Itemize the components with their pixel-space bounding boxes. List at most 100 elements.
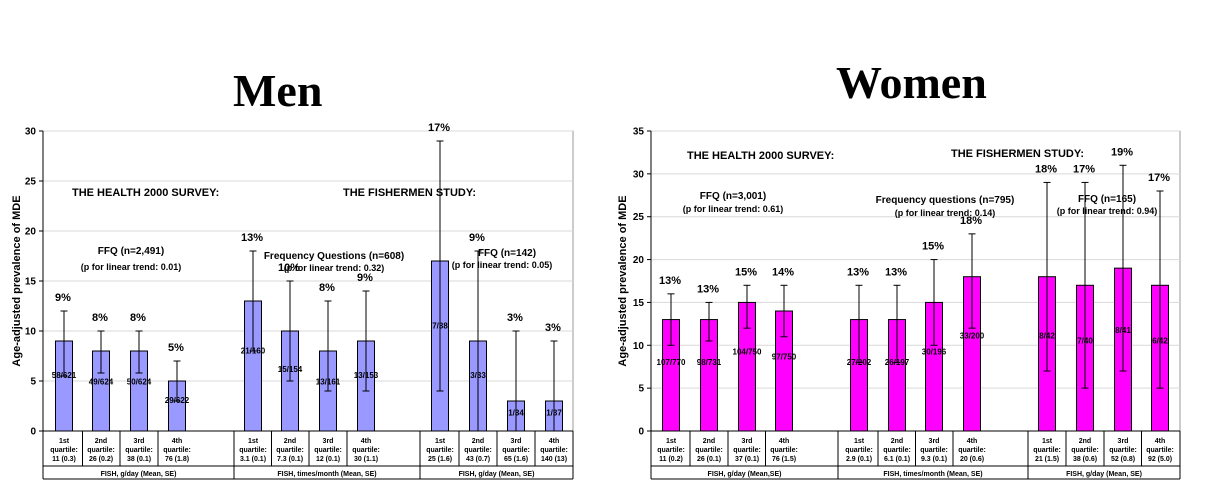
women-count-label: 26/197 [885,358,910,367]
women-x-tick-label: 2.9 (0.1) [846,456,872,463]
women-percent-label: 19% [1111,146,1133,158]
women-percent-label: 15% [735,266,757,278]
women-annotation: (p for linear trend: 0.61) [683,204,784,214]
women-count-label: 97/750 [772,353,797,362]
men-percent-label: 9% [357,272,373,284]
women-x-tick-label: 92 (5.0) [1148,456,1172,463]
women-y-axis-label: Age-adjusted prevalence of MDE [617,195,629,366]
women-annotation: (p for linear trend: 0.94) [1057,206,1158,216]
women-x-tick-label: 37 (0.1) [735,456,759,463]
women-count-label: 107/770 [657,358,686,367]
men-count-label: 15/154 [278,365,303,374]
men-x-tick-label: quartile: [314,447,342,454]
women-group-label: FISH, times/month (Mean, SE) [883,471,982,478]
women-x-tick-label: 3rd [742,438,753,445]
women-x-tick-label: 1st [854,438,865,445]
men-group-label: FISH, times/month (Mean, SE) [277,471,376,478]
women-x-tick-label: 4th [1155,438,1166,445]
women-y-tick-label: 25 [633,212,645,223]
men-x-tick-label: 43 (0.7) [466,456,490,463]
women-x-tick-label: 1st [1042,438,1053,445]
women-percent-label: 13% [885,266,907,278]
women-y-tick-label: 0 [638,427,644,438]
women-y-tick-label: 20 [633,255,645,266]
women-x-tick-label: 3rd [929,438,940,445]
women-annotation: THE HEALTH 2000 SURVEY: [687,150,834,162]
women-percent-label: 15% [922,241,944,253]
men-count-label: 3/33 [470,371,486,380]
women-x-tick-label: quartile: [1109,447,1137,454]
men-annotation: (p for linear trend: 0.32) [284,263,385,273]
women-x-tick-label: quartile: [695,447,723,454]
men-y-tick-label: 15 [25,277,37,288]
women-plot-area [650,130,1181,432]
men-annotation: FFQ (n=142) [478,248,536,259]
men-count-label: 29/622 [165,396,190,405]
men-count-label: 21/160 [241,346,266,355]
men-x-tick-label: 140 (13) [541,456,567,463]
men-group-label: FISH, g/day (Mean, SE) [101,471,177,478]
men-y-tick-label: 5 [30,377,36,388]
men-percent-label: 9% [55,292,71,304]
women-x-tick-label: quartile: [770,447,798,454]
men-x-tick-label: 1st [435,438,446,445]
women-count-label: 30/196 [922,347,947,356]
women-x-tick-label: 9.3 (0.1) [921,456,947,463]
men-count-label: 49/624 [89,377,114,386]
women-y-tick-label: 15 [633,298,645,309]
men-percent-label: 9% [469,232,485,244]
men-x-tick-label: 7.3 (0.1) [277,456,303,463]
women-x-tick-label: quartile: [733,447,761,454]
men-x-tick-label: 3rd [134,438,145,445]
men-x-tick-label: quartile: [352,447,380,454]
men-count-label: 1/37 [546,408,562,417]
women-count-label: 33/200 [960,331,985,340]
men-y-tick-label: 30 [25,127,37,138]
women-x-tick-label: 2nd [891,438,903,445]
women-annotation: (p for linear trend: 0.14) [895,208,996,218]
men-x-tick-label: 3rd [323,438,334,445]
women-x-tick-label: 2nd [1079,438,1091,445]
men-count-label: 13/161 [316,377,341,386]
men-x-tick-label: quartile: [239,447,267,454]
men-x-tick-label: 2nd [95,438,107,445]
men-x-tick-label: 4th [361,438,372,445]
women-y-tick-label: 30 [633,169,645,180]
men-x-tick-label: quartile: [87,447,115,454]
women-percent-label: 14% [772,266,794,278]
men-x-tick-label: 4th [549,438,560,445]
women-x-tick-label: 4th [967,438,978,445]
men-y-tick-label: 25 [25,177,37,188]
men-x-tick-label: quartile: [50,447,78,454]
men-annotation: FFQ (n=2,491) [98,246,164,257]
men-percent-label: 17% [428,122,450,134]
men-x-tick-label: 3rd [511,438,522,445]
women-x-tick-label: 6.1 (0.1) [884,456,910,463]
women-x-tick-label: 52 (0.8) [1111,456,1135,463]
men-x-tick-label: quartile: [426,447,454,454]
women-count-label: 104/750 [733,347,762,356]
women-x-tick-label: 11 (0.2) [659,456,683,463]
men-x-tick-label: 12 (0.1) [316,456,340,463]
women-percent-label: 17% [1073,163,1095,175]
women-x-tick-label: 20 (0.6) [960,456,984,463]
men-x-tick-label: 26 (0.2) [89,456,113,463]
men-x-tick-label: 1st [59,438,70,445]
women-x-tick-label: quartile: [1033,447,1061,454]
men-annotation: (p for linear trend: 0.05) [452,260,553,270]
men-percent-label: 8% [319,282,335,294]
men-annotation: THE HEALTH 2000 SURVEY: [72,187,219,199]
women-percent-label: 18% [1035,163,1057,175]
women-percent-label: 13% [659,275,681,287]
women-x-tick-label: 26 (0.1) [697,456,721,463]
women-group-label: FISH, g/day (Mean,SE) [708,471,782,478]
men-x-tick-label: 4th [172,438,183,445]
women-count-label: 6/42 [1152,337,1168,346]
men-annotation: Frequency Questions (n=608) [264,251,404,262]
women-percent-label: 17% [1148,172,1170,184]
men-count-label: 13/153 [354,371,379,380]
men-x-tick-label: 2nd [284,438,296,445]
men-percent-label: 5% [168,342,184,354]
women-y-tick-label: 35 [633,127,645,138]
men-percent-label: 8% [92,312,108,324]
